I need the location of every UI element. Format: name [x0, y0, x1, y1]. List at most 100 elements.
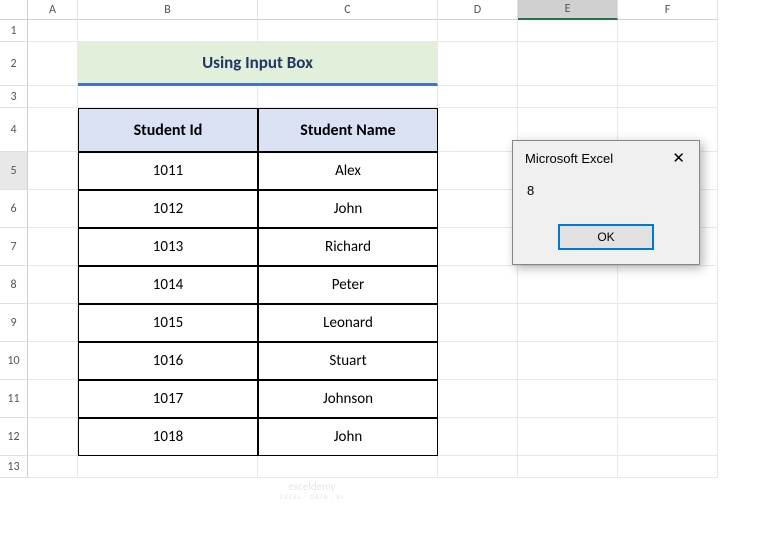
cell-B13[interactable]	[78, 456, 258, 478]
cell-C5[interactable]: Alex	[258, 152, 438, 190]
cell-A8[interactable]	[28, 266, 78, 304]
msgbox-footer: OK	[513, 216, 699, 264]
message-box-dialog: Microsoft Excel ✕ 8 OK	[512, 140, 700, 265]
col-header-b[interactable]: B	[78, 0, 258, 20]
cell-F12[interactable]	[618, 418, 718, 456]
cell-B11[interactable]: 1017	[78, 380, 258, 418]
row-header-12[interactable]: 12	[0, 418, 28, 456]
row-header-7[interactable]: 7	[0, 228, 28, 266]
cell-D12[interactable]	[438, 418, 518, 456]
cell-D6[interactable]	[438, 190, 518, 228]
cell-E10[interactable]	[518, 342, 618, 380]
cell-F11[interactable]	[618, 380, 718, 418]
cell-D11[interactable]	[438, 380, 518, 418]
cell-C13[interactable]	[258, 456, 438, 478]
col-header-c[interactable]: C	[258, 0, 438, 20]
cell-F8[interactable]	[618, 266, 718, 304]
col-header-e[interactable]: E	[518, 0, 618, 20]
cell-B6[interactable]: 1012	[78, 190, 258, 228]
cell-D10[interactable]	[438, 342, 518, 380]
select-all-corner[interactable]	[0, 0, 28, 20]
cell-B7[interactable]: 1013	[78, 228, 258, 266]
cell-D8[interactable]	[438, 266, 518, 304]
cell-A2[interactable]	[28, 42, 78, 86]
ok-button[interactable]: OK	[558, 224, 654, 250]
cell-F13[interactable]	[618, 456, 718, 478]
cell-D9[interactable]	[438, 304, 518, 342]
cell-C6[interactable]: John	[258, 190, 438, 228]
row-header-9[interactable]: 9	[0, 304, 28, 342]
cell-D13[interactable]	[438, 456, 518, 478]
cell-E8[interactable]	[518, 266, 618, 304]
cell-B10[interactable]: 1016	[78, 342, 258, 380]
cell-E12[interactable]	[518, 418, 618, 456]
cell-E1[interactable]	[518, 20, 618, 42]
cell-A6[interactable]	[28, 190, 78, 228]
cell-D4[interactable]	[438, 108, 518, 152]
cell-F3[interactable]	[618, 86, 718, 108]
cell-C1[interactable]	[258, 20, 438, 42]
watermark: exceldemy EXCEL · DATA · BI	[280, 480, 344, 502]
cell-A5[interactable]	[28, 152, 78, 190]
cell-A3[interactable]	[28, 86, 78, 108]
cell-C9[interactable]: Leonard	[258, 304, 438, 342]
row-header-8[interactable]: 8	[0, 266, 28, 304]
cell-E11[interactable]	[518, 380, 618, 418]
cell-B3[interactable]	[78, 86, 258, 108]
row-header-13[interactable]: 13	[0, 456, 28, 478]
cell-C12[interactable]: John	[258, 418, 438, 456]
cell-A4[interactable]	[28, 108, 78, 152]
cell-E3[interactable]	[518, 86, 618, 108]
cell-F10[interactable]	[618, 342, 718, 380]
msgbox-titlebar[interactable]: Microsoft Excel ✕	[513, 141, 699, 173]
cell-A13[interactable]	[28, 456, 78, 478]
row-header-6[interactable]: 6	[0, 190, 28, 228]
close-icon[interactable]: ✕	[668, 149, 689, 167]
cell-E2[interactable]	[518, 42, 618, 86]
row-header-5[interactable]: 5	[0, 152, 28, 190]
cell-F1[interactable]	[618, 20, 718, 42]
cell-B5[interactable]: 1011	[78, 152, 258, 190]
msgbox-message: 8	[513, 173, 699, 216]
cell-D1[interactable]	[438, 20, 518, 42]
cell-C11[interactable]: Johnson	[258, 380, 438, 418]
cell-A9[interactable]	[28, 304, 78, 342]
cell-A11[interactable]	[28, 380, 78, 418]
cell-B4[interactable]: Student Id	[78, 108, 258, 152]
col-header-f[interactable]: F	[618, 0, 718, 20]
cell-C8[interactable]: Peter	[258, 266, 438, 304]
cell-F2[interactable]	[618, 42, 718, 86]
row-header-2[interactable]: 2	[0, 42, 28, 86]
cell-E9[interactable]	[518, 304, 618, 342]
cell-E13[interactable]	[518, 456, 618, 478]
cell-B12[interactable]: 1018	[78, 418, 258, 456]
cell-F9[interactable]	[618, 304, 718, 342]
row-header-3[interactable]: 3	[0, 86, 28, 108]
cell-D3[interactable]	[438, 86, 518, 108]
cell-B9[interactable]: 1015	[78, 304, 258, 342]
row-headers: 12345678910111213	[0, 20, 28, 478]
column-headers: ABCDEF	[0, 0, 718, 20]
row-header-1[interactable]: 1	[0, 20, 28, 42]
cell-A7[interactable]	[28, 228, 78, 266]
msgbox-title: Microsoft Excel	[525, 151, 613, 166]
watermark-line2: EXCEL · DATA · BI	[280, 493, 344, 501]
cell-D7[interactable]	[438, 228, 518, 266]
row-header-10[interactable]: 10	[0, 342, 28, 380]
cell-A10[interactable]	[28, 342, 78, 380]
cell-B8[interactable]: 1014	[78, 266, 258, 304]
row-header-4[interactable]: 4	[0, 108, 28, 152]
row-header-11[interactable]: 11	[0, 380, 28, 418]
col-header-a[interactable]: A	[28, 0, 78, 20]
cell-C7[interactable]: Richard	[258, 228, 438, 266]
col-header-d[interactable]: D	[438, 0, 518, 20]
cell-A1[interactable]	[28, 20, 78, 42]
cell-B2[interactable]: Using Input Box	[78, 42, 438, 86]
cell-C4[interactable]: Student Name	[258, 108, 438, 152]
cell-D2[interactable]	[438, 42, 518, 86]
cell-D5[interactable]	[438, 152, 518, 190]
cell-B1[interactable]	[78, 20, 258, 42]
cell-A12[interactable]	[28, 418, 78, 456]
cell-C10[interactable]: Stuart	[258, 342, 438, 380]
cell-C3[interactable]	[258, 86, 438, 108]
